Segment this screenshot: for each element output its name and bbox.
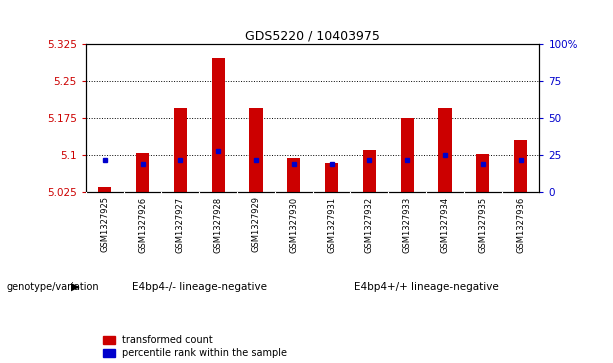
Text: GSM1327932: GSM1327932 [365,196,374,253]
Text: GSM1327926: GSM1327926 [138,196,147,253]
Text: GSM1327928: GSM1327928 [213,196,223,253]
Text: E4bp4-/- lineage-negative: E4bp4-/- lineage-negative [132,282,267,292]
Bar [98,187,112,192]
Text: E4bp4+/+ lineage-negative: E4bp4+/+ lineage-negative [354,282,498,292]
Text: GSM1327931: GSM1327931 [327,196,336,253]
Text: GSM1327927: GSM1327927 [176,196,185,253]
Bar [476,154,489,192]
Title: GDS5220 / 10403975: GDS5220 / 10403975 [245,29,380,42]
Bar [211,58,225,192]
Text: GSM1327929: GSM1327929 [251,196,261,252]
Text: GSM1327936: GSM1327936 [516,196,525,253]
Text: genotype/variation: genotype/variation [6,282,99,292]
Bar [438,108,452,192]
Bar [325,163,338,192]
Bar [400,118,414,192]
Text: GSM1327933: GSM1327933 [403,196,412,253]
Bar [287,158,300,192]
Text: GSM1327934: GSM1327934 [440,196,449,253]
Bar [249,108,262,192]
Bar [363,150,376,192]
Text: GSM1327935: GSM1327935 [478,196,487,253]
Text: ▶: ▶ [71,282,80,292]
Text: GSM1327930: GSM1327930 [289,196,299,253]
Bar [173,108,187,192]
Text: GSM1327925: GSM1327925 [100,196,109,252]
Bar [136,153,149,192]
Bar [514,140,527,192]
Legend: transformed count, percentile rank within the sample: transformed count, percentile rank withi… [103,335,287,358]
